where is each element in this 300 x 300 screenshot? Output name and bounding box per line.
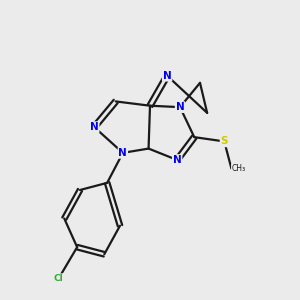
Text: N: N [176, 102, 184, 112]
Text: S: S [220, 136, 228, 146]
Text: N: N [90, 122, 99, 132]
Text: CH₃: CH₃ [231, 164, 246, 173]
Text: Cl: Cl [54, 274, 63, 283]
Text: N: N [118, 148, 127, 158]
Text: N: N [163, 71, 172, 81]
Text: N: N [173, 155, 182, 165]
